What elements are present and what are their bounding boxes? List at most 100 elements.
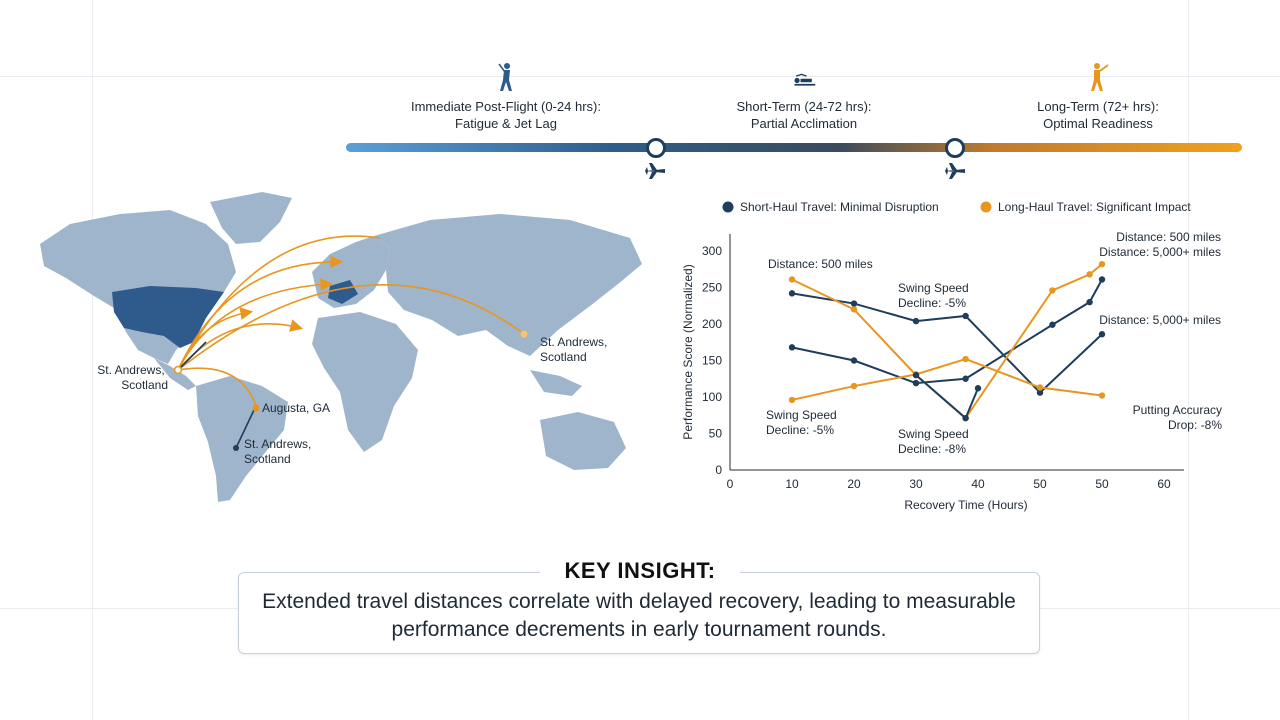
chart-annotation: Distance: 5,000+ miles (1099, 313, 1221, 327)
series-point (912, 317, 920, 325)
timeline-bar (346, 143, 1242, 152)
series-point (850, 306, 858, 313)
series-point (962, 414, 969, 422)
landmass-south-america (196, 376, 288, 502)
legend-marker-short-haul (722, 201, 734, 213)
series-point (1098, 276, 1106, 283)
series-point (1098, 392, 1106, 399)
series-point (912, 379, 920, 387)
chart-annotation: Swing Speed Decline: -5% (898, 281, 969, 310)
y-tick-labels: 0 50 100 150 200 250 300 (702, 244, 722, 477)
x-tick-label: 20 (847, 477, 861, 491)
phase-subtitle: Optimal Readiness (1043, 116, 1153, 131)
performance-line-chart: Short-Haul Travel: Minimal Disruption Lo… (681, 200, 1222, 512)
x-tick-label: 10 (785, 477, 799, 491)
series-line (791, 292, 1103, 395)
series-point (1049, 321, 1056, 328)
annotation-layer: Distance: 500 miles Swing Speed Decline: -… (766, 230, 1222, 456)
chart-annotation: Distance: 500 miles Distance: 5,000+ mile… (1099, 230, 1221, 259)
map-label-augusta: Augusta, GA (262, 401, 330, 415)
x-tick-label: 60 (1157, 477, 1171, 491)
route-arc (177, 255, 344, 371)
x-tick-label: 50 (1095, 477, 1109, 491)
x-tick-labels: 0 10 20 30 40 50 50 60 (727, 477, 1171, 491)
chart-legend: Short-Haul Travel: Minimal Disruption Lo… (722, 200, 1191, 214)
y-tick-label: 150 (702, 354, 722, 368)
series-point (1098, 260, 1106, 268)
legend-label-long-haul: Long-Haul Travel: Significant Impact (998, 200, 1191, 214)
landmass-north-america (40, 210, 236, 364)
timeline-milestone (945, 138, 965, 158)
landmass-southeast-asia (530, 370, 582, 396)
region-western-europe (328, 280, 358, 304)
series-point (1036, 384, 1044, 391)
map-label-origin: St. Andrews, Scotland (97, 363, 168, 392)
insight-box (238, 572, 1040, 654)
phase-immediate: Immediate Post-Flight (0-24 hrs): Fatigu… (386, 62, 626, 132)
asia-marker (520, 330, 528, 338)
landmass-central-america (154, 358, 196, 390)
landmass-asia (374, 214, 642, 356)
route-arc (177, 283, 525, 371)
insight-title: KEY INSIGHT: (540, 558, 740, 584)
golfer-swing-icon (1091, 63, 1109, 91)
map-label-asia: St. Andrews, Scotland (540, 335, 611, 364)
airplane-icon (945, 163, 965, 179)
landmass-greenland (210, 192, 292, 244)
series-point (850, 357, 858, 364)
y-tick-label: 300 (702, 244, 722, 258)
landmass-australia (540, 412, 626, 470)
long-haul-routes (177, 235, 525, 407)
x-tick-label: 0 (727, 477, 734, 491)
series-point (1086, 271, 1093, 278)
phase-subtitle: Fatigue & Jet Lag (455, 116, 557, 131)
phase-subtitle: Partial Acclimation (750, 116, 858, 131)
series-point (850, 300, 858, 307)
y-tick-label: 200 (702, 317, 722, 331)
landmass-africa (312, 312, 418, 452)
x-axis-title: Recovery Time (Hours) (904, 498, 1027, 512)
short-haul-route (177, 341, 207, 371)
phase-title: Immediate Post-Flight (0-24 hrs): (410, 99, 601, 114)
series-point (1049, 287, 1056, 294)
airplane-icon (645, 163, 665, 179)
series-point (1098, 331, 1106, 338)
world-map: St. Andrews, Scotland Augusta, GA St. An… (40, 192, 642, 502)
phase-title: Long-Term (72+ hrs): (1037, 99, 1159, 114)
series-point (962, 375, 969, 382)
map-label-south: St. Andrews, Scotland (244, 437, 315, 466)
legend-marker-long-haul (980, 201, 992, 213)
x-tick-label: 40 (971, 477, 985, 491)
series-point (962, 312, 969, 320)
south-marker (233, 445, 239, 451)
series-line (791, 357, 1103, 401)
series-point (962, 355, 969, 363)
series-point (1036, 389, 1044, 396)
phase-title: Short-Term (24-72 hrs): (736, 99, 872, 114)
chart-annotation: Swing Speed Decline: -8% (898, 427, 969, 456)
insight-text: Extended travel distances correlate with… (262, 590, 1016, 641)
y-tick-label: 100 (702, 390, 722, 404)
series-point (788, 396, 796, 404)
series-point (788, 276, 796, 283)
chart-annotation: Putting Accuracy Drop: -8% (1133, 403, 1223, 432)
golfer-icon (498, 63, 512, 91)
short-haul-route (235, 409, 255, 449)
route-arc (177, 367, 257, 407)
background-gridline (1188, 0, 1189, 720)
background-gridline (92, 0, 93, 720)
y-tick-label: 50 (709, 427, 723, 441)
origin-marker (173, 365, 183, 375)
phase-long-term: Long-Term (72+ hrs): Optimal Readiness (978, 62, 1218, 132)
phase-short-term: Short-Term (24-72 hrs): Partial Acclimat… (684, 62, 924, 132)
resting-person-icon (794, 73, 816, 86)
series-point (974, 385, 982, 392)
x-tick-label: 30 (909, 477, 923, 491)
series-point (850, 382, 858, 390)
augusta-marker (252, 404, 260, 412)
series-point (788, 290, 796, 297)
route-arc (177, 235, 381, 371)
legend-label-short-haul: Short-Haul Travel: Minimal Disruption (740, 200, 939, 214)
region-usa (112, 286, 224, 348)
series-point (912, 371, 920, 379)
